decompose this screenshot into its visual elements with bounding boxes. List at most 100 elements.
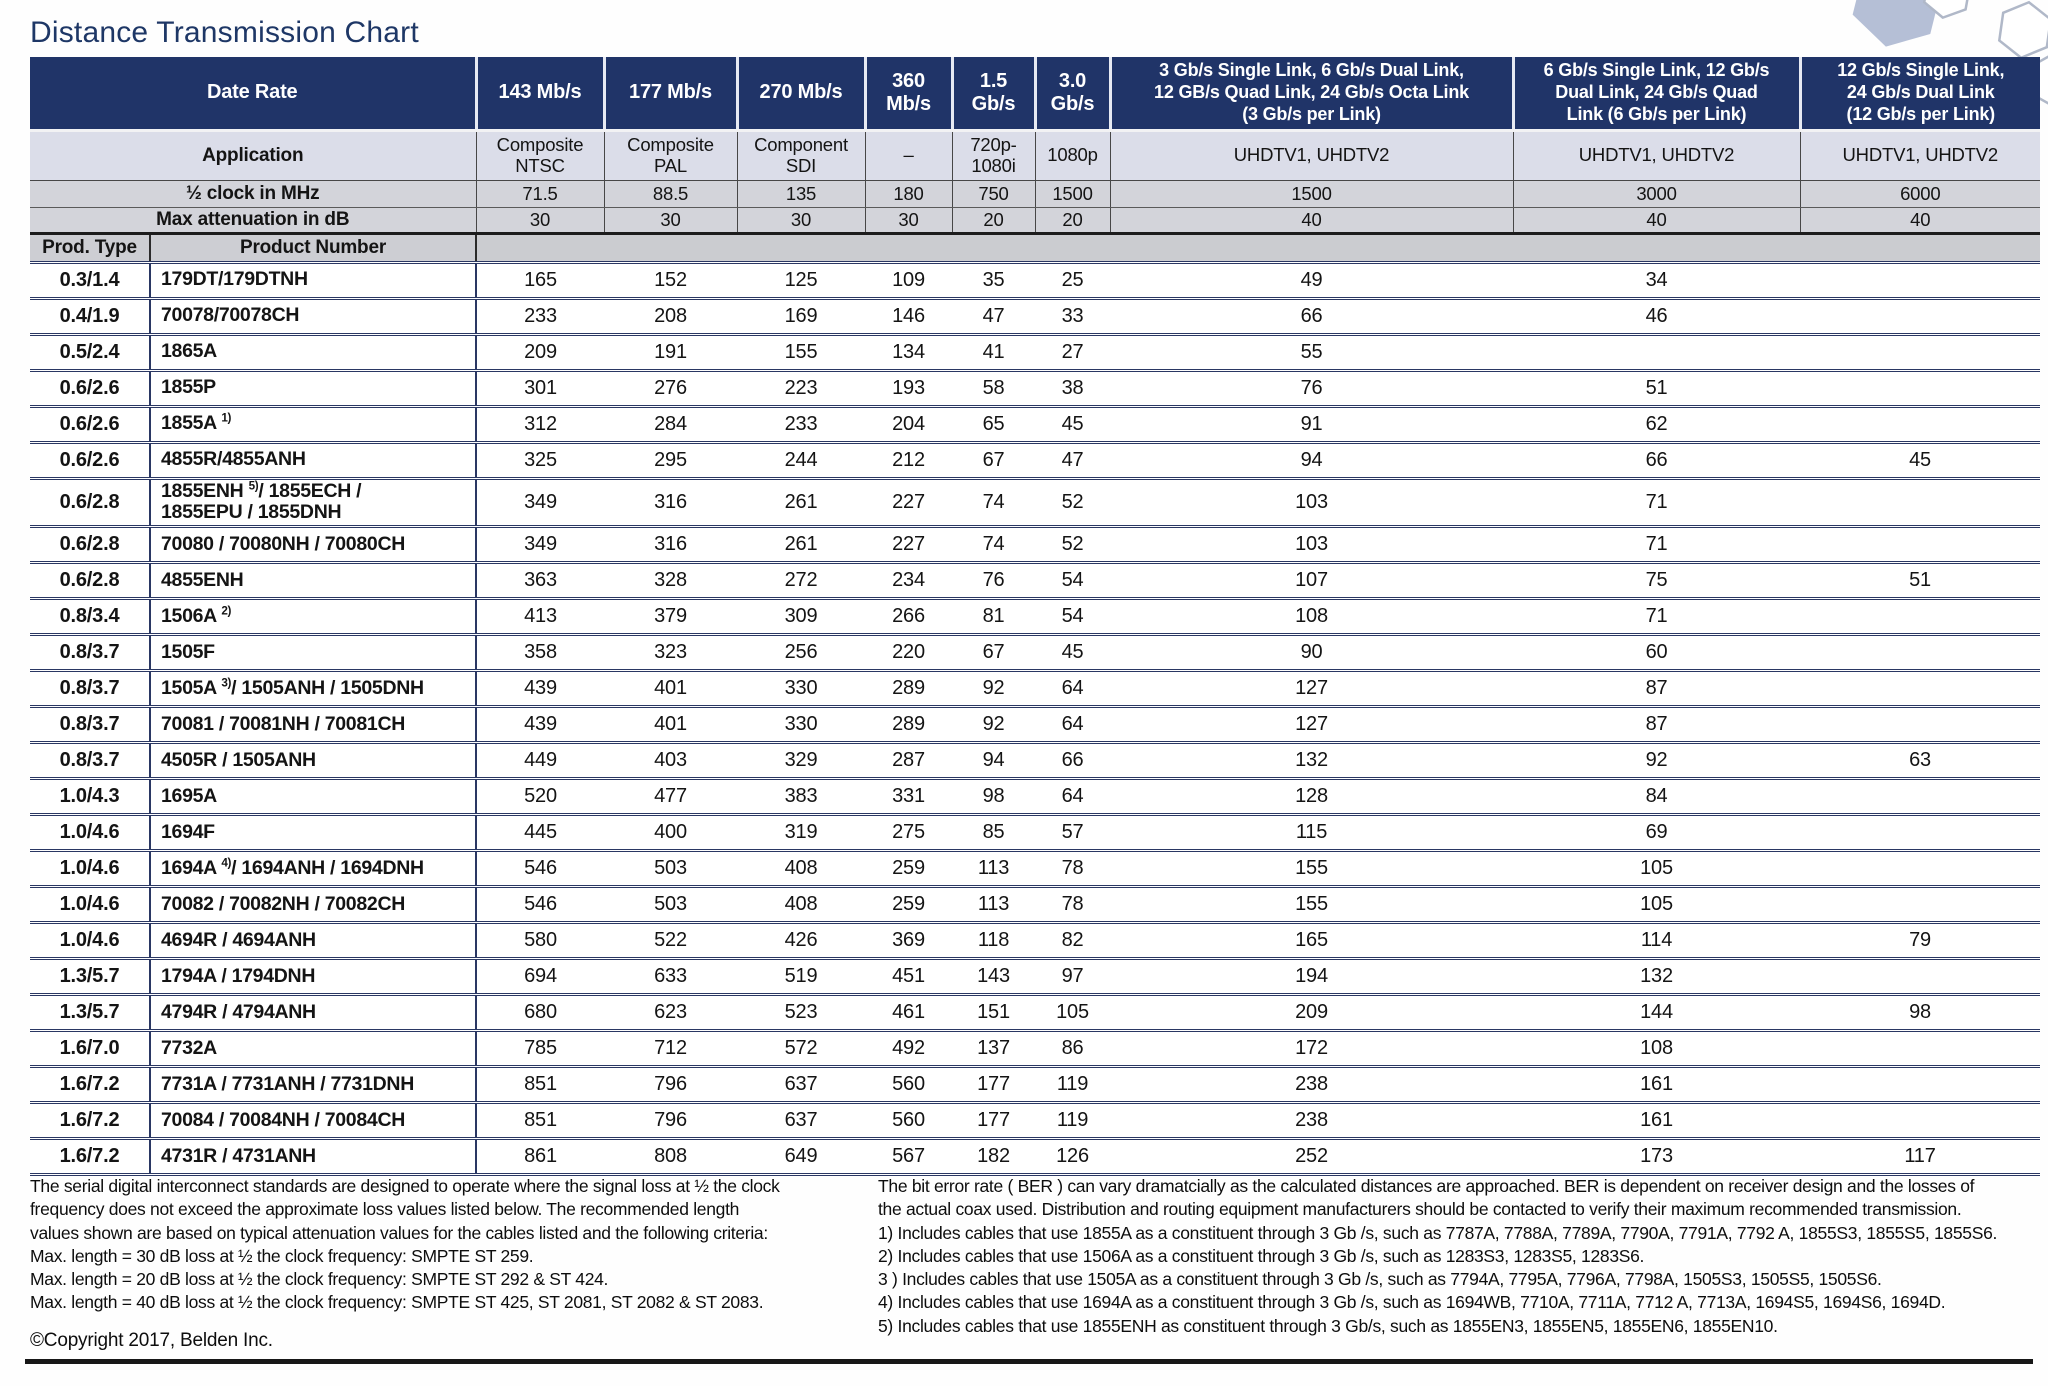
footnote-line: Max. length = 30 dB loss at ½ the clock … (30, 1245, 534, 1266)
distance-cell: 413 (476, 598, 604, 637)
distance-cell (1800, 814, 2040, 853)
distance-cell: 64 (1035, 670, 1110, 709)
application-cell: Component SDI (736, 130, 865, 181)
distance-cell: 78 (1035, 886, 1110, 925)
distance-cell: 209 (1110, 994, 1513, 1033)
table-row: 1.6/7.2 7731A / 7731ANH / 7731DNH 851 796 63… (30, 1066, 2040, 1105)
distance-cell: 94 (952, 742, 1035, 781)
half-clock-cell: 1500 (1034, 180, 1110, 208)
distance-cell (1800, 1030, 2040, 1069)
distance-cell: 272 (737, 562, 865, 601)
table-row: 1.0/4.6 1694A 4)/ 1694ANH / 1694DNH 546 503… (30, 850, 2040, 889)
data-rate-col-header: 12 Gb/s Single Link, 24 Gb/s Dual Link (12… (1798, 57, 2040, 132)
distance-cell (1800, 850, 2040, 889)
distance-cell: 796 (604, 1066, 737, 1105)
distance-cell: 275 (865, 814, 952, 853)
distance-cell: 151 (952, 994, 1035, 1033)
application-label: Application (30, 130, 476, 181)
distance-cell: 152 (604, 262, 737, 300)
footnote-line: 3 ) Includes cables that use 1505A as a … (878, 1269, 1882, 1290)
prod-type-cell: 0.6/2.8 (30, 478, 151, 529)
distance-cell: 47 (952, 298, 1035, 336)
product-number-cell: 179DT/179DTNH (150, 262, 477, 300)
table-row: 0.5/2.4 1865A 209 191 155 134 41 27 55 (30, 334, 2040, 372)
distance-cell: 204 (865, 406, 952, 444)
product-number-cell: 4855R/4855ANH (150, 442, 477, 480)
distance-cell: 316 (604, 526, 737, 565)
footnote-right: The bit error rate ( BER ) can vary dram… (878, 1175, 2046, 1338)
distance-cell: 92 (952, 670, 1035, 709)
distance-cell: 287 (865, 742, 952, 781)
hexagon-filled (1852, 0, 1942, 47)
max-attenuation-cell: 40 (1109, 207, 1513, 235)
header-row-date-rate: Date Rate 143 Mb/s 177 Mb/s 270 Mb/s 360 Mb/s… (30, 57, 2040, 132)
distance-cell: 97 (1035, 958, 1110, 997)
distance-cell: 289 (865, 706, 952, 745)
application-cell: Composite NTSC (475, 130, 604, 181)
footnote-left: The serial digital interconnect standard… (30, 1175, 875, 1315)
product-number-cell: 7731A / 7731ANH / 7731DNH (150, 1066, 477, 1105)
distance-cell: 403 (604, 742, 737, 781)
data-rate-col-header: 143 Mb/s (474, 57, 604, 132)
distance-cell: 113 (952, 886, 1035, 925)
table-row: 0.8/3.4 1506A 2) 413 379 309 266 81 54 108 71 (30, 598, 2040, 637)
distance-cell: 449 (476, 742, 604, 781)
distance-cell: 103 (1110, 526, 1513, 565)
max-attenuation-cell: 30 (603, 207, 737, 235)
prod-type-cell: 1.0/4.3 (30, 778, 151, 817)
distance-cell: 62 (1513, 406, 1800, 444)
table-row: 0.8/3.7 4505R / 1505ANH 449 403 329 287 94 66 13… (30, 742, 2040, 781)
distance-cell: 85 (952, 814, 1035, 853)
half-clock-cell: 71.5 (475, 180, 604, 208)
distance-cell: 560 (865, 1102, 952, 1141)
distance-cell: 330 (737, 706, 865, 745)
prod-type-cell: 0.8/3.7 (30, 706, 151, 745)
distance-cell: 503 (604, 850, 737, 889)
distance-cell: 38 (1035, 370, 1110, 408)
distance-cell: 78 (1035, 850, 1110, 889)
distance-cell: 119 (1035, 1102, 1110, 1141)
distance-cell: 349 (476, 526, 604, 565)
distance-cell: 259 (865, 850, 952, 889)
distance-cell: 27 (1035, 334, 1110, 372)
distance-cell: 51 (1513, 370, 1800, 408)
distance-cell: 331 (865, 778, 952, 817)
distance-cell: 49 (1110, 262, 1513, 300)
max-attenuation-cell: 40 (1799, 207, 2040, 235)
distance-cell: 519 (737, 958, 865, 997)
distance-cell: 851 (476, 1066, 604, 1105)
distance-cell: 52 (1035, 478, 1110, 529)
distance-cell: 57 (1035, 814, 1110, 853)
data-rate-col-header: 270 Mb/s (735, 57, 865, 132)
footnote-line: frequency does not exceed the approximat… (30, 1199, 740, 1220)
distance-cell: 108 (1110, 598, 1513, 637)
distance-cell: 522 (604, 922, 737, 961)
product-number-cell: 1505F (150, 634, 477, 673)
table-row: 1.6/7.2 70084 / 70084NH / 70084CH 851 796 63… (30, 1102, 2040, 1141)
distance-cell: 861 (476, 1138, 604, 1177)
page-title: Distance Transmission Chart (30, 16, 419, 49)
distance-cell: 439 (476, 670, 604, 709)
distance-cell: 46 (1513, 298, 1800, 336)
product-number-cell: 1694A 4)/ 1694ANH / 1694DNH (150, 850, 477, 889)
distance-cell: 35 (952, 262, 1035, 300)
distance-cell: 132 (1110, 742, 1513, 781)
prod-type-cell: 1.0/4.6 (30, 814, 151, 853)
distance-cell: 74 (952, 478, 1035, 529)
distance-cell: 45 (1035, 634, 1110, 673)
distance-cell: 177 (952, 1102, 1035, 1141)
product-number-cell: 70082 / 70082NH / 70082CH (150, 886, 477, 925)
distance-cell: 81 (952, 598, 1035, 637)
distance-cell: 851 (476, 1102, 604, 1141)
distance-cell: 325 (476, 442, 604, 480)
distance-cell: 546 (476, 850, 604, 889)
header-row-max-attenuation: Max attenuation in dB 30 30 30 30 20 20 40 40 40 (30, 207, 2040, 235)
distance-cell: 261 (737, 478, 865, 529)
distance-cell: 276 (604, 370, 737, 408)
distance-cell: 694 (476, 958, 604, 997)
table-row: 0.8/3.7 1505F 358 323 256 220 67 45 90 60 (30, 634, 2040, 673)
distance-cell: 82 (1035, 922, 1110, 961)
distance-cell: 76 (952, 562, 1035, 601)
prod-type-label: Prod. Type (30, 233, 150, 264)
distance-cell: 193 (865, 370, 952, 408)
